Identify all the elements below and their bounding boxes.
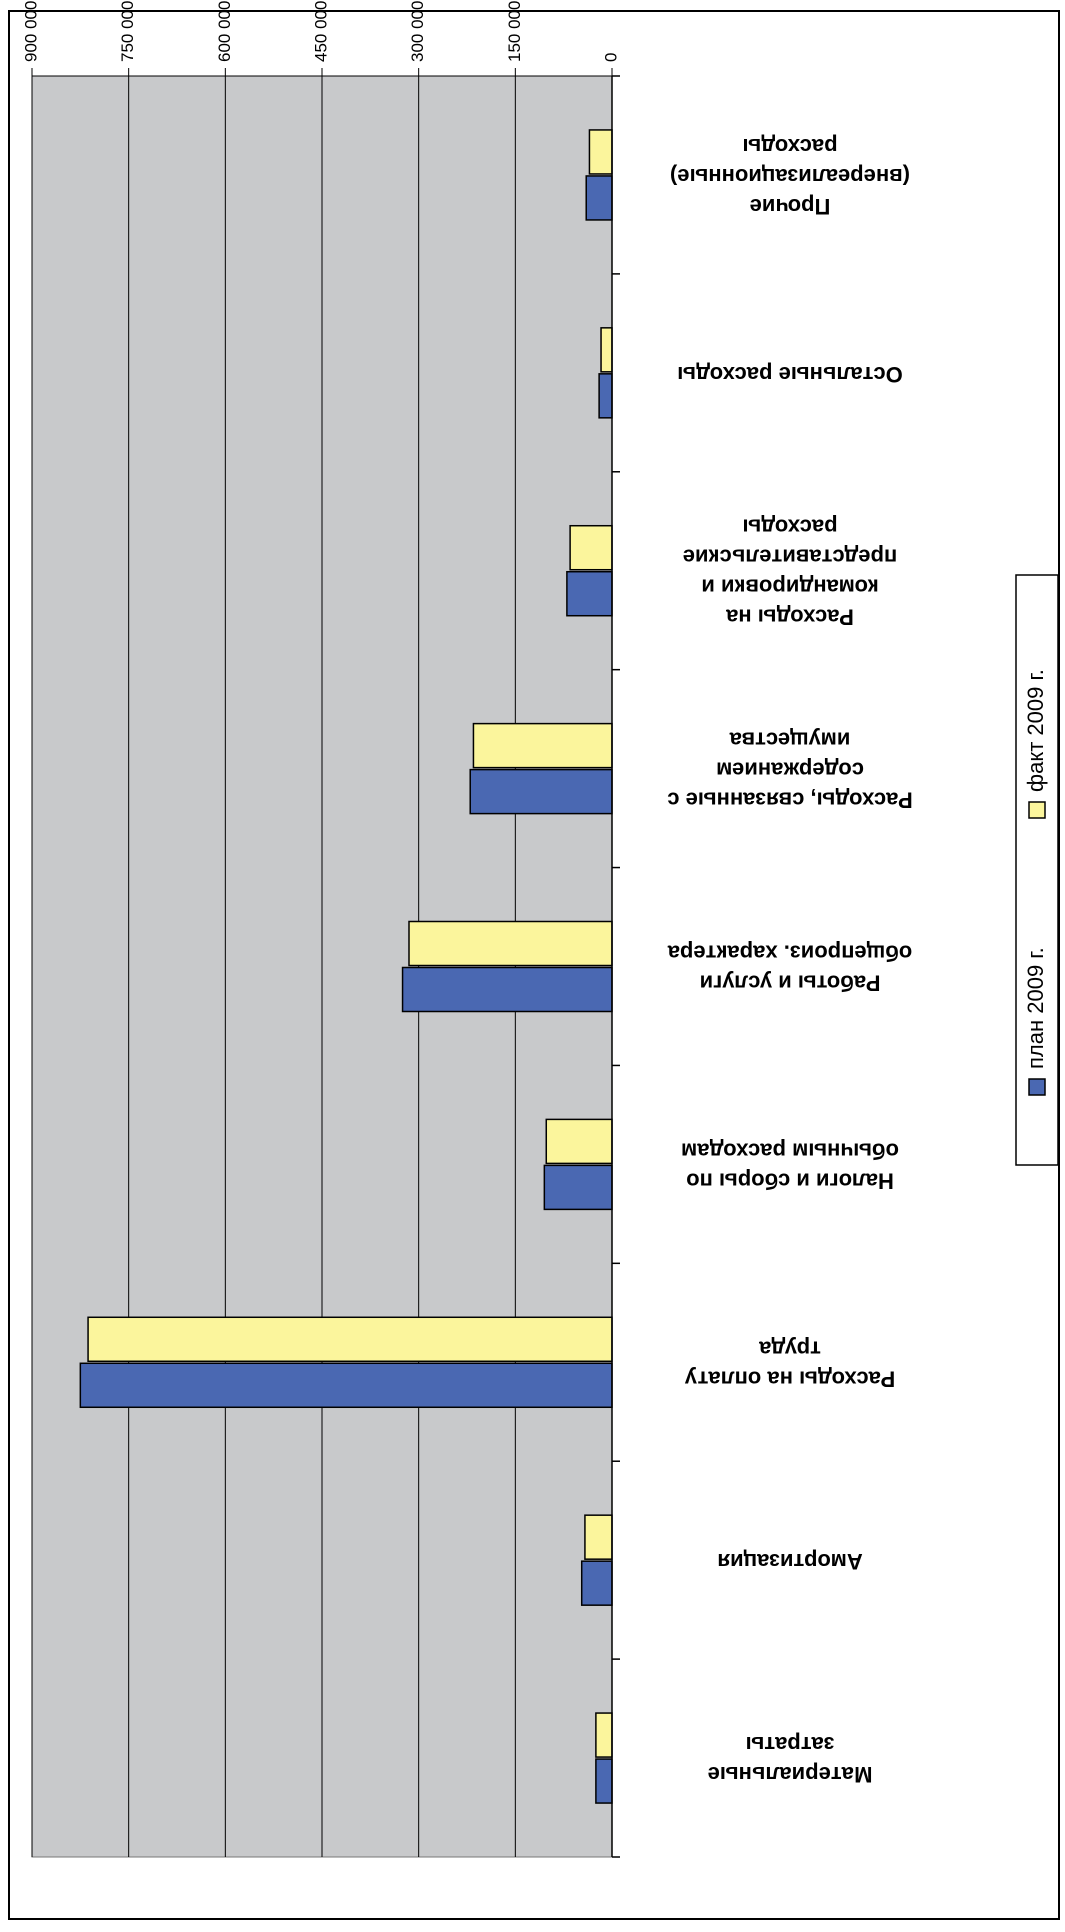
bar-plan (585, 175, 613, 221)
category-label-line: Расходы на (725, 605, 854, 630)
tick-label: 450 000 (311, 1, 330, 62)
category-label: Расходы, связанные с содержанием имущества (667, 728, 913, 813)
bar-plan (543, 1164, 613, 1211)
bar-fact (600, 327, 613, 373)
bar-fact (595, 1712, 613, 1758)
bar-fact (588, 129, 613, 175)
category-label-line: Остальные расходы (677, 362, 903, 387)
tick-label: 750 000 (118, 1, 137, 62)
category-labels: Материальные затраты Амортизация Расходы на… (667, 134, 913, 1787)
bar-plan (566, 570, 613, 617)
category-label: Расходы на командировки и представительски… (683, 515, 897, 630)
category-label: Материальные затраты (708, 1732, 873, 1787)
legend-box (1015, 574, 1059, 1166)
bars-group (79, 129, 613, 1804)
legend-swatch-fact (1028, 801, 1046, 819)
bar-plan (469, 768, 613, 815)
category-label: Прочие (внереализационные) расходы (670, 134, 910, 219)
category-label-line: (внереализационные) (670, 164, 910, 189)
category-label-line: общепроиз. характера (667, 941, 912, 966)
tick-label: 0 (601, 53, 620, 62)
plot-area (31, 75, 613, 1858)
category-label-line: Амортизация (717, 1549, 863, 1574)
category-label-line: труда (758, 1336, 821, 1361)
category-label-line: содержанием (716, 758, 864, 783)
category-label-line: имущества (729, 728, 850, 753)
category-label-line: Расходы, связанные с (667, 788, 913, 813)
category-label: Налоги и сборы по обычным расходам (681, 1139, 899, 1194)
bar-fact (87, 1316, 613, 1363)
category-label: Остальные расходы (677, 362, 903, 387)
bar-fact (408, 920, 613, 967)
category-label-line: командировки и (701, 575, 878, 600)
category-label-line: затраты (746, 1732, 835, 1757)
category-label-line: Материальные (708, 1762, 873, 1787)
bar-plan (79, 1362, 613, 1409)
bar-fact (472, 722, 613, 769)
tick-label: 900 000 (21, 1, 40, 62)
category-label: Амортизация (717, 1549, 863, 1574)
category-label-line: Налоги и сборы по (686, 1169, 894, 1194)
legend-label-plan: план 2009 г. (1023, 947, 1048, 1069)
bar-plan (401, 966, 613, 1013)
category-label: Расходы на оплату труда (684, 1336, 895, 1391)
bar-fact (545, 1118, 613, 1165)
bar-plan (580, 1560, 613, 1606)
legend-label-fact: факт 2009 г. (1023, 669, 1048, 792)
category-axis (611, 75, 620, 1858)
tick-label: 600 000 (215, 1, 234, 62)
value-axis: 0 150 000 300 000 450 000 600 000 750 000 900 … (21, 1, 620, 77)
category-label-line: представительские (683, 545, 897, 570)
category-label-line: расходы (742, 134, 837, 159)
category-label: Работы и услуги общепроиз. характера (667, 941, 912, 996)
tick-label: 150 000 (505, 1, 524, 62)
bar-plan (598, 373, 613, 419)
category-label-line: расходы (742, 515, 837, 540)
legend: план 2009 г. факт 2009 г. (1015, 574, 1059, 1166)
category-label-line: Работы и услуги (700, 971, 881, 996)
bar-fact (569, 524, 613, 571)
category-label-line: Прочие (750, 194, 831, 219)
tick-label: 300 000 (408, 1, 427, 62)
category-label-line: Расходы на оплату (684, 1366, 895, 1391)
bar-plan (595, 1758, 613, 1804)
legend-swatch-plan (1028, 1078, 1046, 1096)
category-label-line: обычным расходам (681, 1139, 899, 1164)
bar-fact (584, 1514, 613, 1560)
